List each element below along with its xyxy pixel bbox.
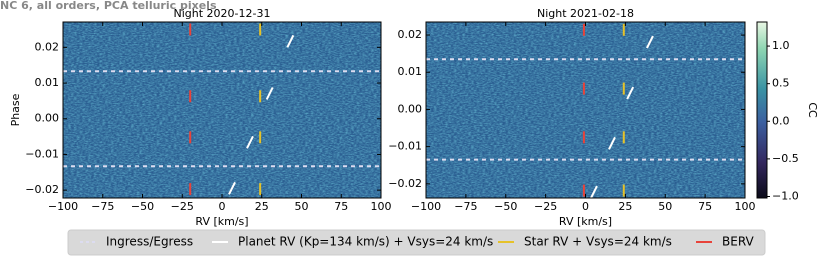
x-tick-label: 75: [334, 200, 348, 213]
x-tick-label: 100: [735, 200, 756, 213]
y-tick-label: 0.01: [35, 76, 60, 89]
x-tick-label: −100: [411, 200, 441, 213]
legend-label: Ingress/Egress: [106, 235, 193, 249]
y-tick-label: −0.01: [25, 147, 59, 160]
y-tick-label: 0.00: [398, 102, 423, 115]
x-tick-label: −75: [454, 200, 477, 213]
panel-title: Night 2021-02-18: [537, 7, 634, 20]
colorbar-tick-label: −0.5: [772, 152, 799, 165]
y-tick-label: −0.02: [388, 177, 422, 190]
x-tick-label: 75: [698, 200, 712, 213]
figure-title: NC 6, all orders, PCA telluric pixels: [0, 0, 217, 12]
legend-box: [67, 229, 766, 256]
x-tick-label: 25: [618, 200, 632, 213]
x-tick-label: −50: [131, 200, 154, 213]
colorbar: [756, 21, 768, 199]
planet-rv-mark: [646, 35, 654, 49]
x-tick-label: 0: [219, 200, 226, 213]
y-axis-label: Phase: [9, 93, 22, 126]
colorbar-label: CC: [806, 102, 819, 118]
y-tick-label: −0.01: [388, 140, 422, 153]
y-tick-label: 0.02: [35, 40, 60, 53]
x-tick-label: 25: [255, 200, 269, 213]
x-tick-label: −50: [494, 200, 517, 213]
planet-rv-mark: [246, 135, 254, 149]
colorbar-tick-label: 0.5: [772, 77, 790, 90]
heatmap-noise: [426, 22, 745, 198]
x-tick-label: 50: [658, 200, 672, 213]
planet-rv-mark: [286, 34, 295, 48]
y-tick-label: 0.00: [35, 112, 60, 125]
y-tick-label: −0.02: [25, 183, 59, 196]
heatmap-noise: [63, 22, 381, 198]
y-tick-label: 0.01: [398, 65, 423, 78]
x-tick-label: −25: [534, 200, 557, 213]
planet-rv-mark: [265, 86, 274, 100]
x-tick-label: 100: [371, 200, 392, 213]
x-tick-label: −25: [171, 200, 194, 213]
colorbar-tick-label: −1.0: [772, 189, 799, 202]
colorbar-tick-label: 0.0: [772, 114, 790, 127]
y-tick-label: 0.02: [398, 28, 423, 41]
panel-title: Night 2020-12-31: [174, 7, 271, 20]
planet-rv-mark: [626, 86, 635, 100]
planet-rv-mark: [228, 181, 236, 195]
x-axis-label: RV [km/s]: [195, 215, 248, 228]
legend-label: Star RV + Vsys=24 km/s: [524, 235, 672, 249]
x-tick-label: −75: [91, 200, 114, 213]
legend-label: Planet RV (Kp=134 km/s) + Vsys=24 km/s: [238, 235, 493, 249]
planet-rv-mark: [608, 136, 616, 150]
x-tick-label: 50: [295, 200, 309, 213]
x-axis-label: RV [km/s]: [559, 215, 612, 228]
planet-rv-mark: [590, 185, 598, 199]
x-tick-label: −100: [48, 200, 78, 213]
x-tick-label: 0: [582, 200, 589, 213]
legend-label: BERV: [722, 235, 754, 249]
colorbar-tick-label: 1.0: [772, 39, 790, 52]
